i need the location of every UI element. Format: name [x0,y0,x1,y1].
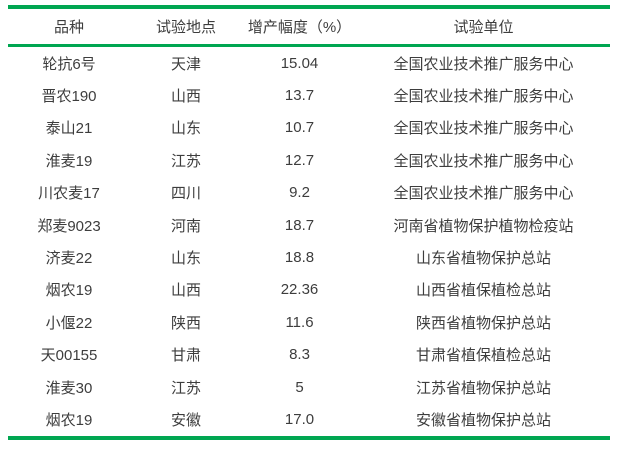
col-header-variety: 品种 [8,7,130,47]
cell-location: 四川 [170,185,201,203]
table-row: 烟农19 安徽 17.0 安徽省植物保护总站 [8,403,610,437]
cell-increase: 9.2 [289,184,310,202]
cell-increase: 18.8 [284,249,315,267]
cell-unit: 山东省植物保护总站 [415,250,551,268]
cell-location: 安徽 [170,411,201,429]
cell-increase: 5 [295,378,304,396]
cell-increase: 8.3 [289,346,310,364]
cell-unit: 江苏省植物保护总站 [415,379,551,397]
cell-increase: 12.7 [284,151,315,169]
cell-location: 山东 [170,250,201,268]
table-row: 烟农19 山西 22.36 山西省植保植检总站 [8,274,610,306]
cell-unit: 河南省植物保护植物检疫站 [393,217,574,235]
table-row: 轮抗6号 天津 15.04 全国农业技术推广服务中心 [8,46,610,80]
col-header-unit: 试验单位 [357,7,610,47]
cell-increase: 10.7 [284,119,315,137]
cell-unit: 甘肃省植保植检总站 [415,347,551,365]
cell-unit: 全国农业技术推广服务中心 [393,185,574,203]
table-row: 淮麦30 江苏 5 江苏省植物保护总站 [8,371,610,403]
cell-increase: 22.36 [280,281,319,299]
cell-increase: 15.04 [280,54,319,72]
table-row: 小偃22 陕西 11.6 陕西省植物保护总站 [8,306,610,338]
cell-unit: 全国农业技术推广服务中心 [393,88,574,106]
trial-results-table: 品种 试验地点 增产幅度（%） 试验单位 轮抗6号 天津 15.04 全国农业技术推广… [8,5,610,440]
table-row: 淮麦19 江苏 12.7 全国农业技术推广服务中心 [8,144,610,176]
cell-variety: 天00155 [40,347,98,365]
cell-unit: 全国农业技术推广服务中心 [393,152,574,170]
cell-location: 山东 [170,120,201,138]
cell-location: 甘肃 [170,347,201,365]
cell-variety: 轮抗6号 [42,55,96,73]
table-row: 泰山21 山东 10.7 全国农业技术推广服务中心 [8,112,610,144]
cell-unit: 全国农业技术推广服务中心 [393,55,574,73]
cell-increase: 18.7 [284,216,315,234]
cell-location: 陕西 [170,314,201,332]
cell-location: 山西 [170,282,201,300]
cell-variety: 郑麦9023 [37,217,101,235]
cell-variety: 川农麦17 [38,185,100,203]
table-row: 郑麦9023 河南 18.7 河南省植物保护植物检疫站 [8,209,610,241]
cell-unit: 陕西省植物保护总站 [415,314,551,332]
table-row: 晋农190 山西 13.7 全国农业技术推广服务中心 [8,79,610,111]
cell-variety: 晋农190 [41,88,97,106]
cell-variety: 小偃22 [45,314,93,332]
cell-variety: 泰山21 [45,120,93,138]
cell-location: 江苏 [170,152,201,170]
cell-location: 河南 [170,217,201,235]
cell-increase: 17.0 [284,410,315,428]
table-body: 轮抗6号 天津 15.04 全国农业技术推广服务中心 晋农190 山西 13.7 全国农业技术… [8,46,610,438]
cell-unit: 全国农业技术推广服务中心 [393,120,574,138]
cell-variety: 烟农19 [45,411,93,429]
cell-increase: 13.7 [284,87,315,105]
cell-location: 江苏 [170,379,201,397]
table-row: 天00155 甘肃 8.3 甘肃省植保植检总站 [8,339,610,371]
cell-variety: 济麦22 [45,250,93,268]
table-header: 品种 试验地点 增产幅度（%） 试验单位 [8,7,610,47]
cell-variety: 淮麦30 [45,379,93,397]
col-header-location: 试验地点 [130,7,242,47]
cell-unit: 山西省植保植检总站 [415,282,551,300]
cell-variety: 淮麦19 [45,152,93,170]
cell-location: 山西 [170,88,201,106]
col-header-increase: 增产幅度（%） [242,7,357,47]
cell-unit: 安徽省植物保护总站 [415,411,551,429]
cell-increase: 11.6 [285,313,314,331]
cell-location: 天津 [170,55,201,73]
cell-variety: 烟农19 [45,282,93,300]
table-row: 济麦22 山东 18.8 山东省植物保护总站 [8,241,610,273]
header-row: 品种 试验地点 增产幅度（%） 试验单位 [8,7,610,47]
table-row: 川农麦17 四川 9.2 全国农业技术推广服务中心 [8,177,610,209]
